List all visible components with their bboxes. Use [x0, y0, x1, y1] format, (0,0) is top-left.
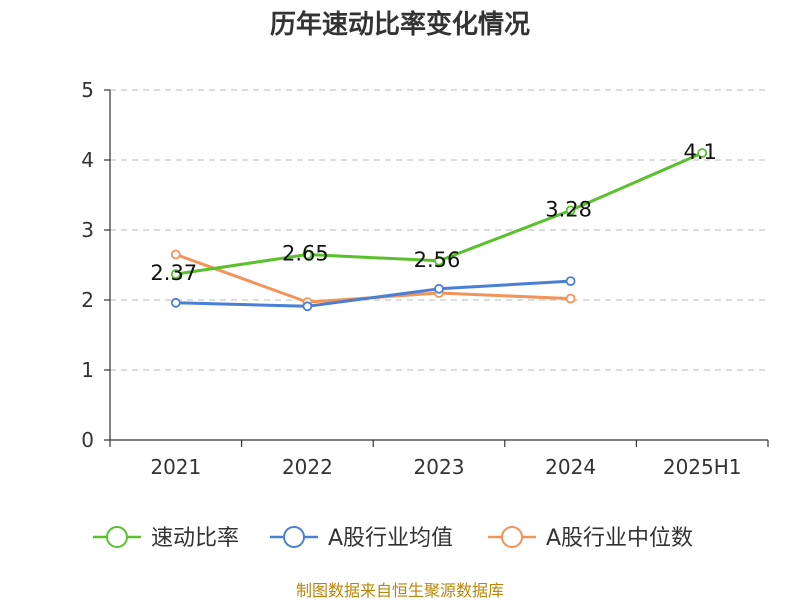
series-line — [175, 279, 571, 308]
legend: 速动比率 A股行业均值 A股行业中位数 — [93, 526, 693, 551]
data-point — [434, 255, 444, 266]
legend-marker — [283, 526, 305, 548]
y-tick-label: 3 — [81, 218, 94, 242]
legend-marker — [501, 526, 523, 548]
data-point — [565, 293, 576, 304]
grid — [110, 89, 768, 371]
source-note: 制图数据来自恒生聚源数据库 — [296, 581, 504, 600]
x-tick-label: 2021 — [150, 455, 201, 479]
x-tick-label: 2023 — [414, 455, 465, 479]
series-group: 2.37 2.65 2.56 3.28 4.1 — [150, 140, 717, 312]
x-tick-label: 2022 — [282, 455, 333, 479]
series-line — [175, 253, 571, 304]
axes: 0 1 2 3 4 5 2021 2022 2023 2024 2025H1 — [81, 78, 769, 479]
legend-marker — [106, 526, 128, 548]
x-tick-label: 2025H1 — [663, 455, 742, 479]
x-tick-label: 2024 — [545, 455, 596, 479]
y-tick-label: 1 — [81, 358, 94, 382]
data-label: 4.1 — [683, 140, 716, 164]
data-point — [697, 148, 708, 158]
y-tick-label: 5 — [81, 78, 94, 102]
data-point — [565, 276, 576, 287]
data-label: 3.28 — [545, 197, 592, 221]
legend-label: A股行业中位数 — [546, 526, 693, 551]
data-label: 2.37 — [150, 261, 197, 285]
data-point — [302, 301, 313, 312]
legend-label: 速动比率 — [151, 526, 239, 551]
data-point — [170, 297, 181, 308]
chart-title: 历年速动比率变化情况 — [270, 9, 530, 40]
data-point — [565, 205, 576, 216]
y-tick-label: 2 — [81, 288, 94, 312]
data-point — [302, 249, 313, 260]
data-label: 2.65 — [282, 242, 329, 266]
data-point — [170, 269, 181, 280]
data-point — [434, 283, 444, 294]
y-tick-label: 4 — [81, 148, 94, 172]
legend-label: A股行业均值 — [328, 526, 453, 551]
data-label: 2.56 — [414, 248, 461, 272]
y-tick-label: 0 — [81, 428, 94, 452]
data-point — [170, 249, 181, 260]
